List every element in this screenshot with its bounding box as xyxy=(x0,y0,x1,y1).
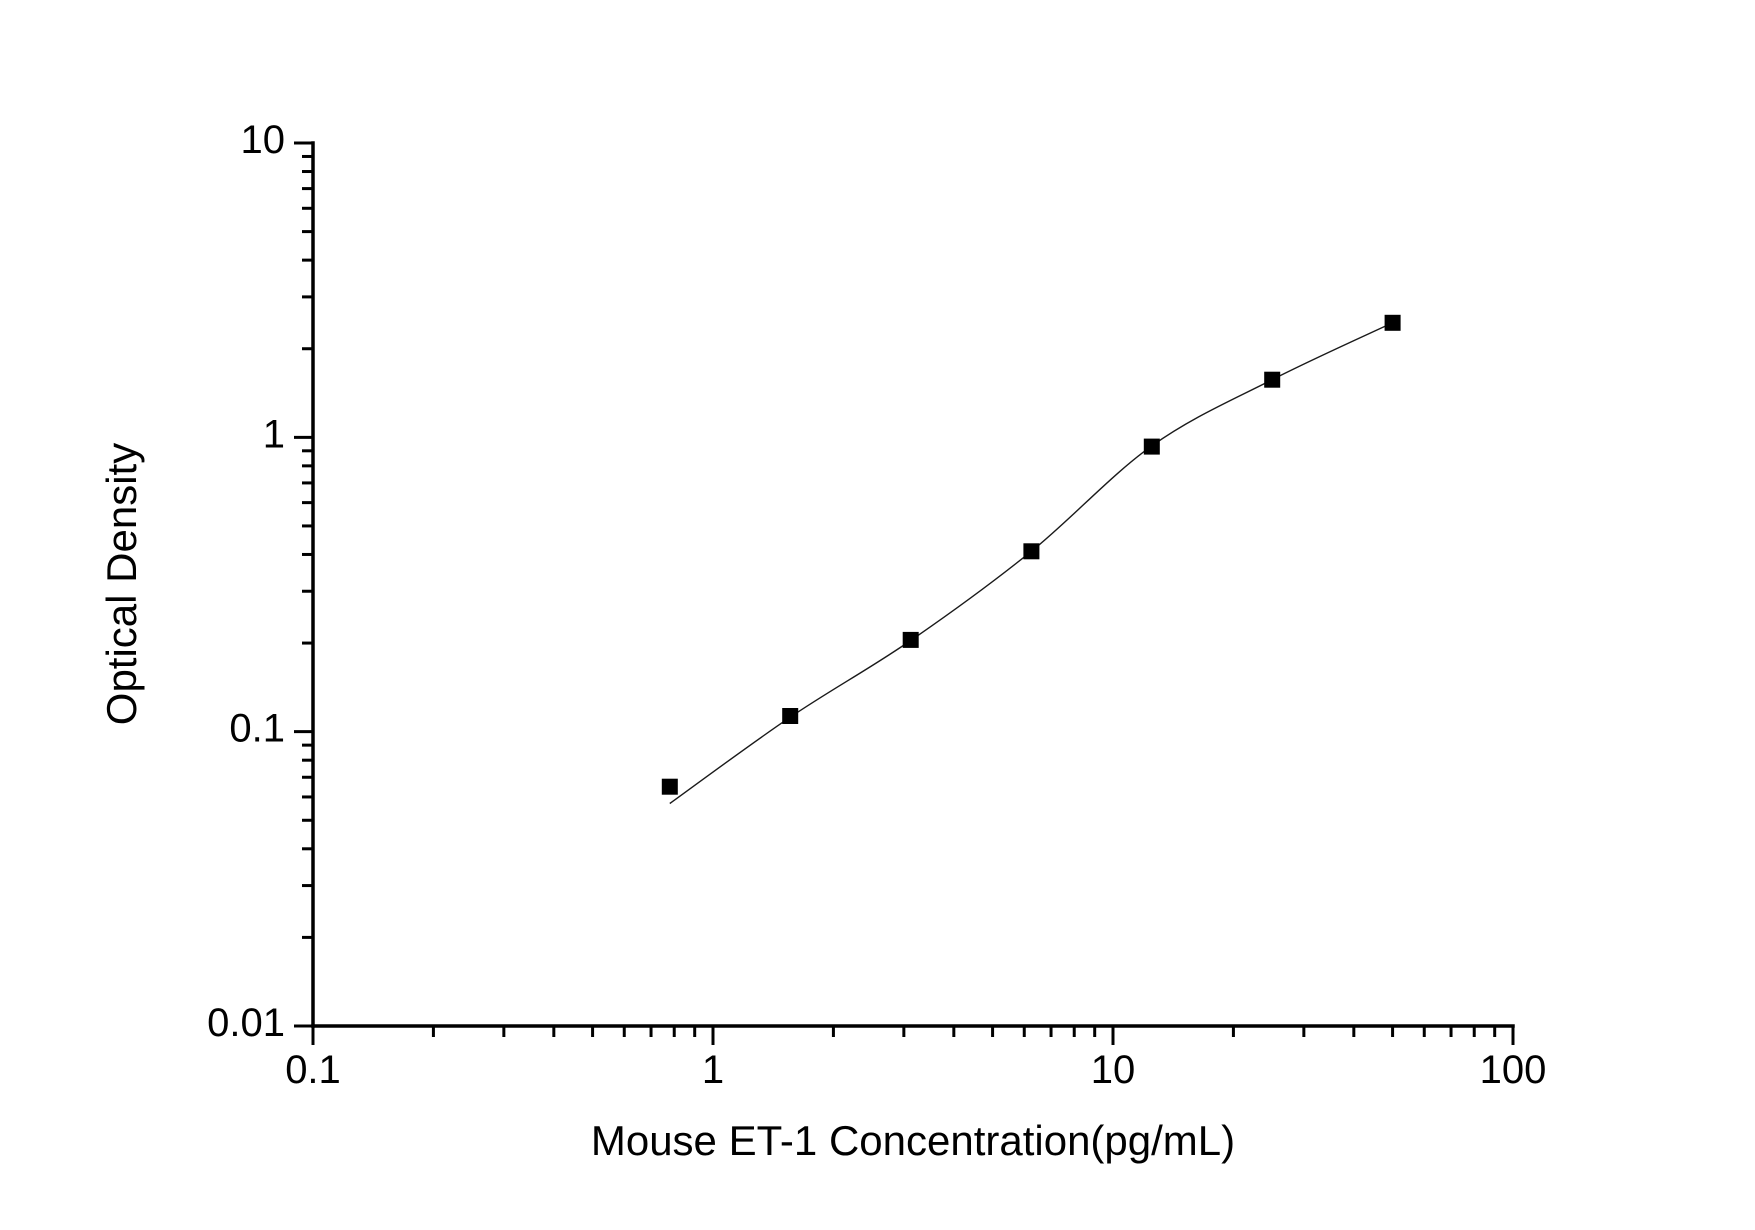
x-axis-title: Mouse ET-1 Concentration(pg/mL) xyxy=(591,1117,1235,1164)
data-point-marker xyxy=(1384,314,1401,331)
y-tick-label: 0.1 xyxy=(229,707,285,751)
y-tick-label: 10 xyxy=(241,118,286,162)
x-tick-label: 0.1 xyxy=(285,1048,341,1092)
y-tick-label: 0.01 xyxy=(207,1001,285,1045)
data-point-marker xyxy=(902,631,919,648)
y-tick-label: 1 xyxy=(263,412,285,456)
minor-ticks xyxy=(302,154,1497,1037)
x-tick-label: 100 xyxy=(1480,1048,1547,1092)
x-tick-label: 1 xyxy=(702,1048,724,1092)
data-point-marker xyxy=(1264,371,1281,388)
data-point-markers xyxy=(661,314,1401,795)
data-point-marker xyxy=(1023,543,1040,560)
data-point-marker xyxy=(782,708,799,724)
major-ticks xyxy=(294,141,1515,1045)
data-point-marker xyxy=(661,778,678,795)
y-axis-title: Optical Density xyxy=(98,443,145,725)
fit-curve-line xyxy=(669,322,1393,805)
x-tick-label: 10 xyxy=(1091,1048,1136,1092)
data-point-marker xyxy=(1143,438,1160,455)
